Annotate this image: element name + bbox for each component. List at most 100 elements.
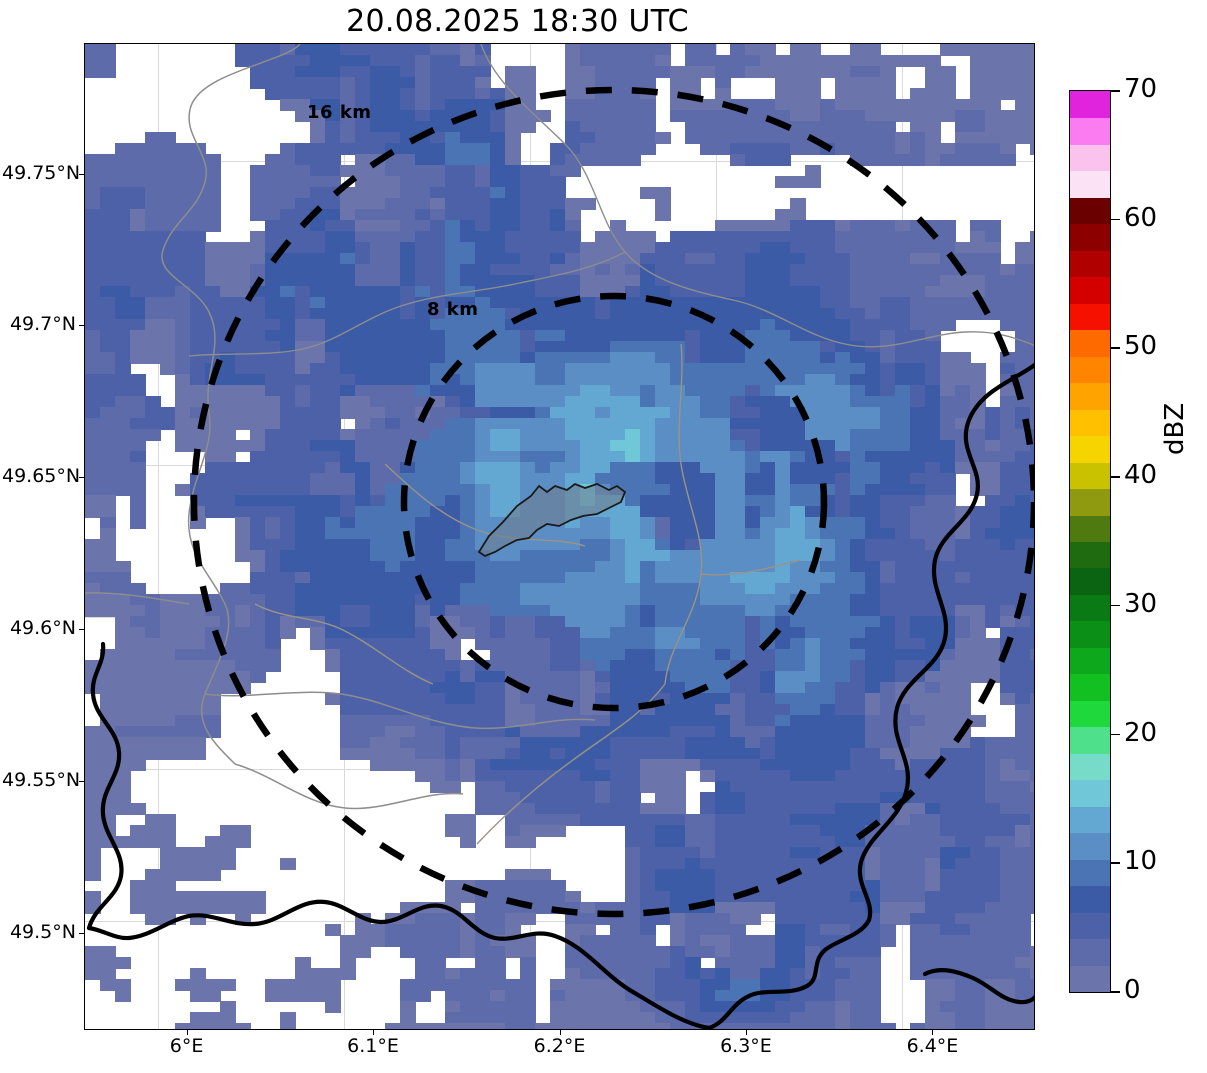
radar-cell (595, 44, 611, 56)
radar-cell (625, 396, 641, 408)
radar-cell (700, 352, 716, 364)
radar-cell (775, 286, 791, 298)
radar-cell (895, 297, 911, 309)
radar-cell (295, 319, 311, 331)
radar-cell (700, 528, 716, 540)
radar-cell (895, 231, 911, 243)
radar-cell (655, 418, 671, 430)
radar-cell (1015, 473, 1031, 485)
radar-cell (835, 253, 851, 265)
radar-cell (1015, 319, 1031, 331)
radar-cell (910, 418, 926, 430)
radar-cell (205, 187, 221, 199)
radar-cell (430, 187, 446, 199)
radar-cell (775, 231, 791, 243)
radar-cell (820, 583, 836, 595)
radar-cell (385, 154, 401, 166)
radar-cell (310, 264, 326, 276)
radar-cell (565, 55, 581, 67)
radar-cell (310, 418, 326, 430)
radar-cell (145, 275, 161, 287)
radar-cell (175, 242, 191, 254)
radar-cell (265, 220, 281, 232)
radar-cell (850, 583, 866, 595)
radar-cell (100, 165, 116, 177)
radar-cell (100, 396, 116, 408)
radar-cell (1000, 396, 1016, 408)
radar-cell (85, 176, 101, 188)
radar-cell (295, 495, 311, 507)
radar-cell (1000, 275, 1016, 287)
radar-cell (115, 462, 131, 474)
radar-cell (730, 561, 746, 573)
radar-cell (625, 341, 641, 353)
radar-cell (460, 132, 476, 144)
radar-cell (385, 341, 401, 353)
radar-cell (895, 363, 911, 375)
radar-cell (460, 198, 476, 210)
radar-cell (475, 352, 491, 364)
radar-cell (910, 264, 926, 276)
radar-cell (640, 363, 656, 375)
radar-cell (1000, 110, 1016, 122)
radar-cell (730, 462, 746, 474)
radar-cell (640, 143, 656, 155)
radar-cell (205, 253, 221, 265)
radar-cell (520, 88, 536, 100)
radar-cell (925, 517, 941, 529)
radar-cell (880, 374, 896, 386)
radar-cell (325, 506, 341, 518)
radar-cell (355, 407, 371, 419)
radar-cell (430, 528, 446, 540)
radar-cell (385, 352, 401, 364)
radar-cell (760, 319, 776, 331)
radar-cell (1000, 517, 1016, 529)
radar-cell (505, 121, 521, 133)
radar-cell (745, 154, 761, 166)
radar-cell (760, 143, 776, 155)
radar-cell (1030, 572, 1034, 584)
radar-cell (385, 55, 401, 67)
radar-cell (550, 451, 566, 463)
radar-cell (385, 99, 401, 111)
radar-cell (175, 407, 191, 419)
radar-cell (130, 385, 146, 397)
radar-cell (775, 77, 791, 89)
radar-cell (985, 484, 1001, 496)
radar-cell (445, 121, 461, 133)
radar-cell (820, 330, 836, 342)
radar-cell (490, 374, 506, 386)
radar-cell (340, 286, 356, 298)
radar-cell (235, 484, 251, 496)
radar-cell (400, 275, 416, 287)
radar-cell (820, 132, 836, 144)
radar-cell (565, 418, 581, 430)
radar-cell (940, 517, 956, 529)
radar-cell (460, 550, 476, 562)
radar-cell (940, 231, 956, 243)
radar-cell (865, 154, 881, 166)
gridline-h (85, 921, 1034, 922)
colorbar-segment (1070, 806, 1110, 834)
radar-cell (310, 572, 326, 584)
radar-cell (640, 484, 656, 496)
radar-cell (700, 44, 716, 56)
radar-cell (430, 506, 446, 518)
radar-cell (415, 77, 431, 89)
radar-cell (565, 517, 581, 529)
map-plot-area[interactable]: 16 km 8 km (84, 43, 1035, 1030)
radar-cell (295, 418, 311, 430)
radar-cell (115, 330, 131, 342)
radar-cell (445, 209, 461, 221)
radar-cell (820, 110, 836, 122)
radar-cell (610, 561, 626, 573)
colorbar[interactable] (1069, 90, 1111, 993)
radar-cell (820, 440, 836, 452)
radar-cell (520, 264, 536, 276)
radar-cell (985, 297, 1001, 309)
radar-cell (280, 275, 296, 287)
radar-cell (85, 385, 101, 397)
radar-cell (490, 319, 506, 331)
radar-cell (775, 396, 791, 408)
radar-cell (460, 451, 476, 463)
